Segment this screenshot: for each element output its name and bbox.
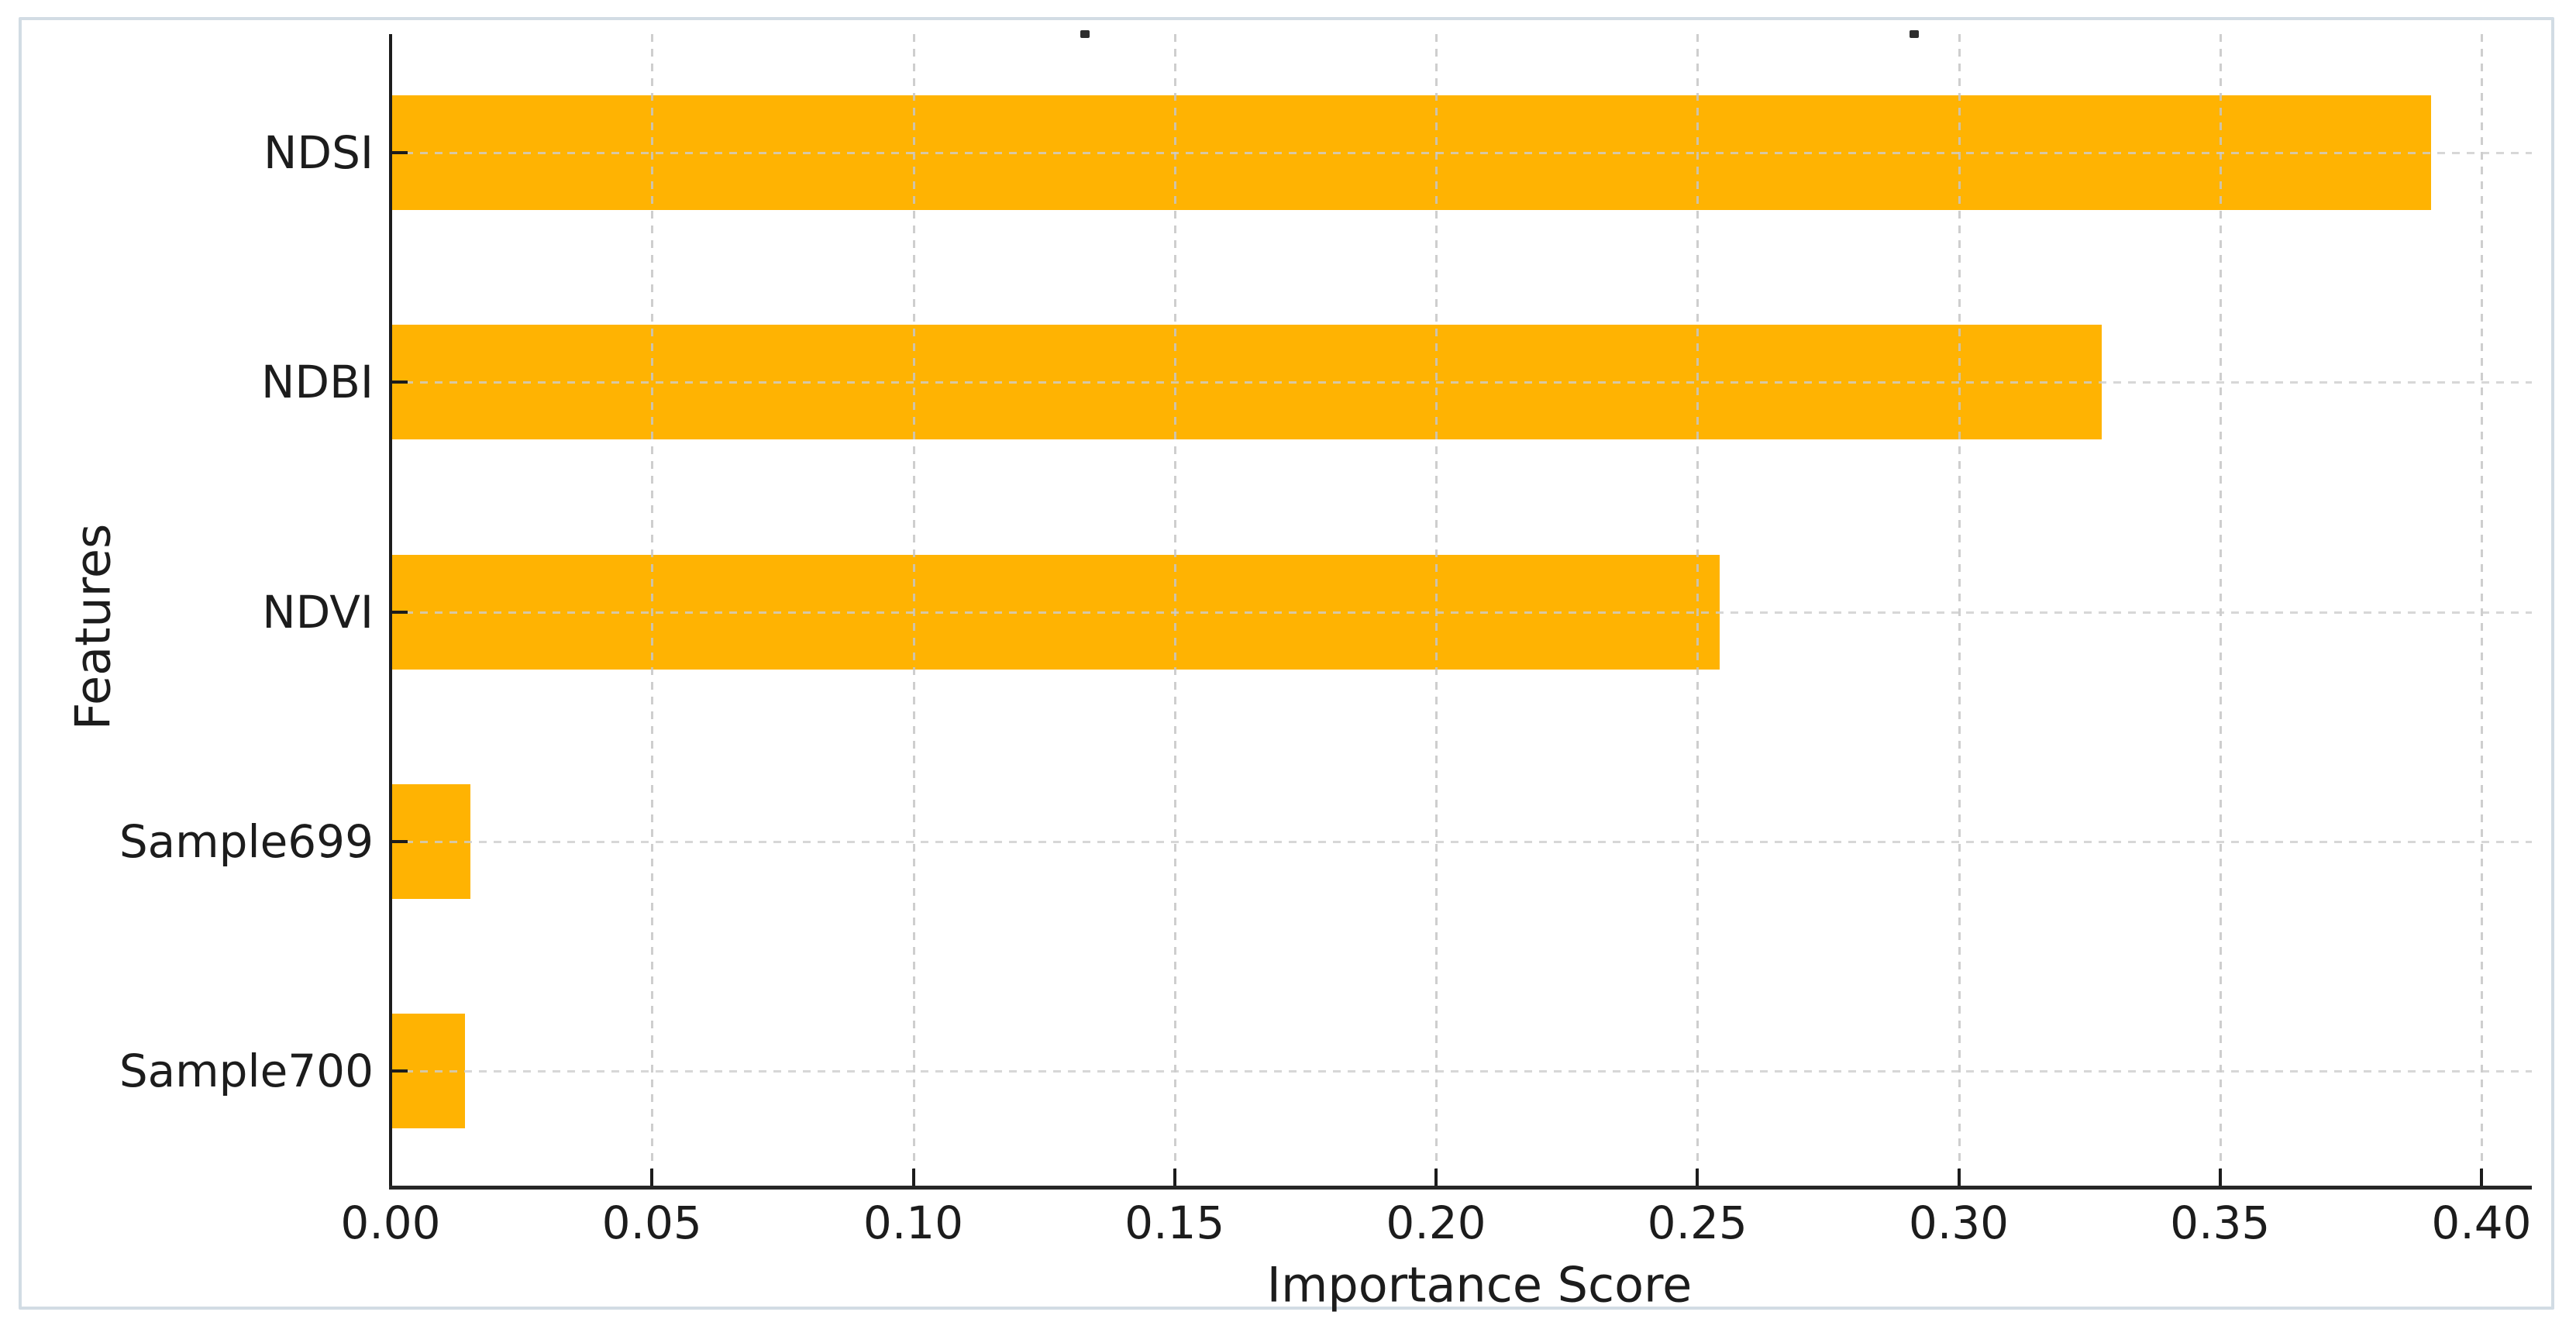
x-tick-label: 0.00 xyxy=(340,1197,441,1249)
x-tick-label: 0.40 xyxy=(2431,1197,2532,1249)
x-tick-label: 0.20 xyxy=(1386,1197,1486,1249)
x-tick-mark xyxy=(1696,1169,1700,1186)
y-tick-mark xyxy=(391,151,408,154)
x-tick-mark xyxy=(1957,1169,1961,1186)
y-tick-label: Sample700 xyxy=(119,1045,374,1098)
x-gridline xyxy=(651,34,654,1186)
x-tick-label: 0.10 xyxy=(863,1197,964,1249)
y-tick-label: NDVI xyxy=(262,585,374,639)
y-gridline xyxy=(391,840,2532,843)
cropped-title-fragment xyxy=(1910,30,1919,38)
y-tick-mark xyxy=(391,380,408,384)
x-tick-label: 0.15 xyxy=(1124,1197,1225,1249)
x-gridline xyxy=(912,34,915,1186)
x-tick-mark xyxy=(2480,1169,2483,1186)
y-tick-label: NDSI xyxy=(263,126,374,179)
x-tick-mark xyxy=(2218,1169,2222,1186)
x-gridline xyxy=(2219,34,2222,1186)
y-tick-mark xyxy=(391,610,408,614)
x-tick-mark xyxy=(911,1169,915,1186)
x-tick-label: 0.25 xyxy=(1647,1197,1748,1249)
y-gridline xyxy=(391,611,2532,614)
x-gridline xyxy=(1696,34,1700,1186)
x-tick-mark xyxy=(1434,1169,1438,1186)
x-gridline xyxy=(1958,34,1961,1186)
x-tick-mark xyxy=(1173,1169,1176,1186)
y-gridline xyxy=(391,152,2532,154)
y-axis-spine xyxy=(389,34,392,1190)
cropped-title-fragment xyxy=(1080,30,1090,38)
x-tick-mark xyxy=(650,1169,654,1186)
y-gridline xyxy=(391,1070,2532,1073)
y-tick-label: Sample699 xyxy=(119,814,374,868)
x-axis-spine xyxy=(389,1186,2532,1190)
y-tick-label: NDBI xyxy=(261,356,374,409)
figure-panel: Features Importance Score 0.00 0.05 0.10 0.… xyxy=(19,17,2554,1314)
x-gridline xyxy=(1435,34,1438,1186)
bar-chart: Features Importance Score 0.00 0.05 0.10 0.… xyxy=(22,20,2551,1314)
x-tick-label: 0.05 xyxy=(601,1197,702,1249)
x-gridline xyxy=(2481,34,2483,1186)
x-axis-label: Importance Score xyxy=(1266,1256,1693,1314)
x-tick-label: 0.35 xyxy=(2170,1197,2271,1249)
x-tick-label: 0.30 xyxy=(1908,1197,2009,1249)
y-tick-mark xyxy=(391,839,408,843)
y-tick-mark xyxy=(391,1069,408,1073)
y-gridline xyxy=(391,381,2532,384)
x-gridline xyxy=(1173,34,1176,1186)
